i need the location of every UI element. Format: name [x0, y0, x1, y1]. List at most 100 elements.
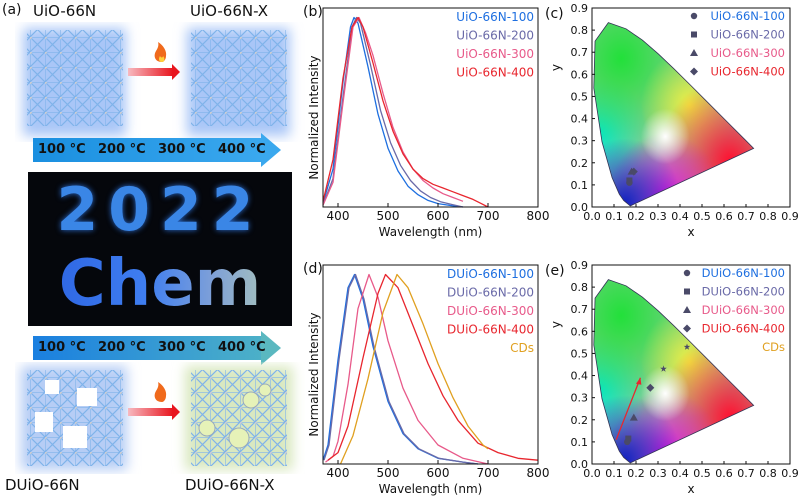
- chart-panel-c: (c) 0.0 0.1 0.2 0.3 0.4 0.5 0.6 0.7 0.8 0.9 0.0 0.1 0…: [545, 2, 799, 239]
- legend-label: DUiO-66N-400: [447, 323, 534, 337]
- chart-panel-e: (e) 0.0 0.1 0.2 0.3 0.4 0.5 0.6 0.7 0.8 0.9 0.0 0.1 0…: [545, 259, 799, 496]
- x-tick-label: 0.9: [781, 210, 799, 223]
- y-tick-label: 0.2: [571, 414, 589, 427]
- temp-200: 200 °C: [98, 142, 146, 157]
- plot-frame: [322, 264, 539, 465]
- panel-label-a: (a): [2, 2, 22, 18]
- x-tick-label: 0.8: [759, 210, 777, 223]
- y-tick-label: 0.6: [571, 68, 589, 81]
- legend-label: UiO-66N-200: [456, 29, 534, 43]
- temp-400: 400 °C: [218, 142, 266, 157]
- temp-200-b: 200 °C: [98, 340, 146, 355]
- x-tick-label: 0.0: [583, 467, 601, 480]
- x-tick-label: 600: [427, 209, 450, 223]
- x-tick-label: 500: [377, 209, 400, 223]
- spectrum-line: [322, 16, 489, 208]
- legend-label: UiO-66N-300: [711, 46, 785, 60]
- x-tick-label: 800: [527, 466, 550, 480]
- shift-arrow-head: [635, 377, 642, 385]
- legend-marker: [690, 67, 698, 76]
- x-tick-label: 0.4: [671, 210, 689, 223]
- data-point-square: [625, 435, 632, 442]
- x-tick-label: 0.7: [737, 467, 755, 480]
- spectral-locus: [593, 279, 755, 464]
- legend-label: DUiO-66N-200: [702, 285, 785, 299]
- x-tick-label: 0.3: [649, 467, 667, 480]
- x-tick-label: 0.1: [605, 210, 623, 223]
- y-axis-label: Normalized Intensity: [307, 312, 321, 436]
- y-tick-label: 0.3: [571, 392, 589, 405]
- luminescence-photo: 2022 Chem: [28, 172, 292, 326]
- plot-frame: [591, 7, 791, 208]
- y-tick-label: 0.9: [571, 259, 589, 272]
- legend-label: UiO-66N-300: [456, 47, 534, 61]
- legend-label: DUiO-66N-100: [447, 267, 534, 281]
- y-tick-label: 0.4: [571, 113, 589, 126]
- y-tick-label: 0.8: [571, 281, 589, 294]
- x-axis-label: Wavelength (nm): [379, 225, 483, 239]
- chart-panel-b: (b) UiO-66N-100 UiO-66N-200 UiO-66N-300 UiO-…: [303, 4, 549, 239]
- heat-arrow-bottom: [128, 408, 173, 416]
- y-tick-label: 0.5: [571, 90, 589, 103]
- carbon-dot: [198, 419, 216, 437]
- plot-frame: [591, 264, 791, 465]
- duio66n-x-lattice: [191, 370, 287, 466]
- temp-400-b: 400 °C: [218, 340, 266, 355]
- legend-label: DUiO-66N-300: [702, 303, 785, 317]
- y-axis-label: Normalized Intensity: [307, 55, 321, 179]
- spectral-locus: [593, 22, 755, 207]
- x-tick-label: 0.5: [693, 467, 711, 480]
- legend-label: UiO-66N-100: [456, 10, 534, 24]
- spectrum-line: [325, 273, 489, 465]
- y-tick-label: 0.1: [571, 179, 589, 192]
- data-point-star: [660, 365, 667, 372]
- panel-label: (e): [545, 263, 565, 279]
- x-tick-label: 0.8: [759, 467, 777, 480]
- data-point-diamond: [629, 167, 638, 176]
- data-point-diamond: [646, 383, 655, 392]
- legend-label: DUiO-66N-300: [447, 304, 534, 318]
- legend-label: CDs: [510, 341, 534, 355]
- y-axis-label: y: [549, 321, 563, 328]
- y-tick-label: 0.9: [571, 2, 589, 15]
- legend-marker: [691, 31, 697, 38]
- x-tick-label: 0.6: [715, 467, 733, 480]
- legend-label: DUiO-66N-100: [702, 266, 785, 280]
- x-tick-label: 0.7: [737, 210, 755, 223]
- x-axis-label: Wavelength (nm): [379, 482, 483, 496]
- legend-marker: [690, 12, 698, 20]
- duio66n-title: DUiO-66N: [5, 476, 80, 494]
- legend-label: UiO-66N-200: [711, 28, 785, 42]
- temp-300: 300 °C: [158, 142, 206, 157]
- legend-label: CDs: [762, 340, 785, 354]
- y-axis-label: y: [549, 64, 563, 71]
- spectrum-line: [322, 16, 464, 206]
- x-tick-label: 0.5: [693, 210, 711, 223]
- photo-text-2022: 2022: [56, 175, 264, 245]
- temp-100-b: 100 °C: [38, 340, 86, 355]
- y-tick-label: 0.7: [571, 303, 589, 316]
- legend-label: UiO-66N-400: [711, 65, 785, 79]
- mof-lattice-top: [23, 28, 290, 136]
- temperature-arrow-bottom: 100 °C 200 °C 300 °C 400 °C: [33, 331, 281, 365]
- x-tick-label: 0.9: [781, 467, 799, 480]
- spectrum-line: [339, 273, 489, 465]
- shift-arrow: [615, 377, 642, 440]
- flame-icon: [154, 382, 167, 402]
- temp-300-b: 300 °C: [158, 340, 206, 355]
- legend-marker: [683, 269, 691, 277]
- x-tick-label: 0.2: [627, 210, 645, 223]
- temperature-arrow-top: 100 °C 200 °C 300 °C 400 °C: [33, 133, 281, 167]
- y-tick-label: 0.8: [571, 24, 589, 37]
- uio66n-x-title: UiO-66N-X: [190, 2, 269, 20]
- duio66n-x-title: DUiO-66N-X: [185, 476, 275, 494]
- spectrum-line: [322, 16, 464, 208]
- x-tick-label: 500: [377, 466, 400, 480]
- temp-100: 100 °C: [38, 142, 86, 157]
- y-tick-label: 0.5: [571, 347, 589, 360]
- x-tick-label: 800: [527, 209, 550, 223]
- y-tick-label: 0.2: [571, 157, 589, 170]
- legend-marker: [684, 288, 690, 295]
- x-tick-label: 400: [327, 466, 350, 480]
